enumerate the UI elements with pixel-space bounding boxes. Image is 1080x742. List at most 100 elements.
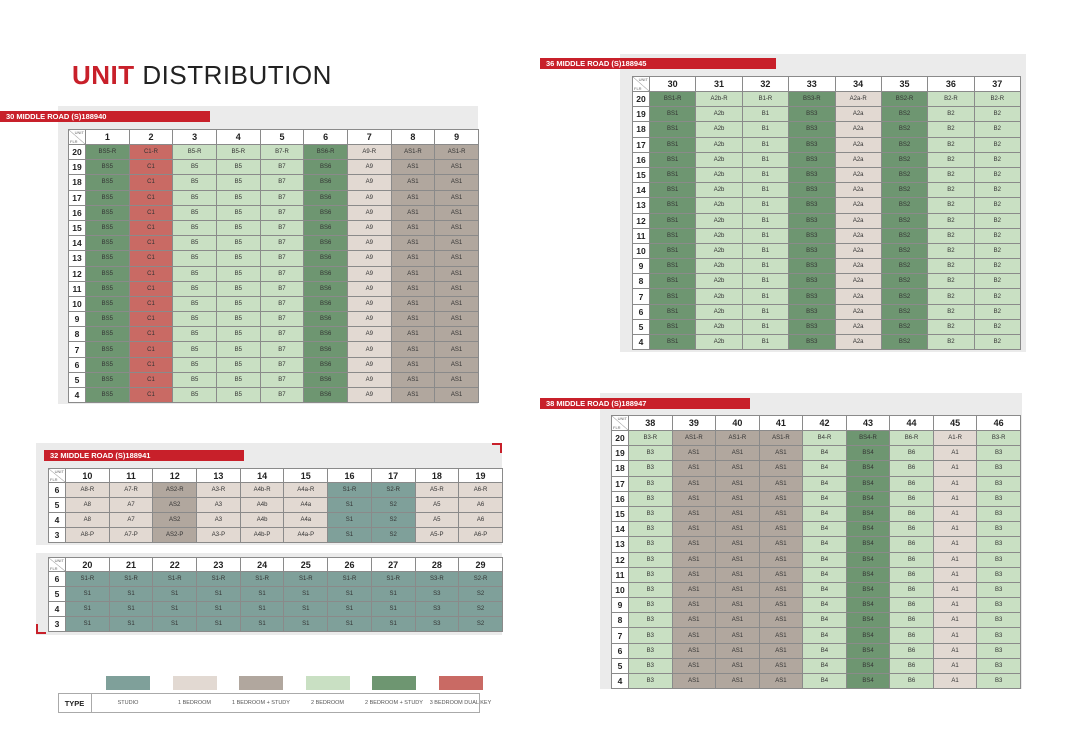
unit-type-cell: A5-R [414,482,460,498]
unit-type-cell: B4 [802,566,847,583]
unit-type-cell: AS1 [758,551,804,568]
block-label-30: 30 MIDDLE ROAD (S)188940 [0,111,210,122]
unit-type-cell: B6 [889,460,934,477]
unit-type-cell: BS5 [85,159,130,176]
page-title-bold: UNIT [72,60,135,90]
unit-type-cell: BS2 [880,121,929,138]
unit-type-cell: AS1 [434,295,479,313]
unit-type-cell: S1-R [370,571,416,587]
unit-type-cell: AS1 [715,460,760,477]
unit-type-cell: BS3 [788,212,836,229]
unit-type-cell: AS1-R [758,429,804,447]
unit-type-cell: B4 [802,642,847,659]
floor-number: 18 [68,174,86,191]
unit-type-cell: AS1 [671,612,717,629]
unit-type-cell: C1 [128,219,174,237]
unit-type-cell: S1-R [152,571,198,587]
floor-number: 8 [611,612,629,629]
unit-type-cell: S1-R [283,571,329,587]
unit-type-cell: C1 [128,235,174,252]
unit-type-cell: BS2 [880,136,929,153]
unit-type-cell: BS1 [648,136,697,153]
unit-type-cell: S1 [327,586,372,602]
unit-type-cell: B3 [628,597,673,614]
unit-type-cell: AS1 [390,219,436,237]
floor-number: 14 [632,182,650,199]
unit-type-cell: B5 [215,159,261,176]
unit-type-cell: A2b [695,106,743,123]
unit-number-header: 30 [648,76,697,92]
floor-number: 15 [632,166,650,184]
unit-type-cell: A2a [834,212,882,229]
unit-type-cell: A4b [239,512,285,528]
corner-unit-label: UNIT [74,130,84,136]
floor-row: 14 BS1 A2b B1 BS3 A2a BS2 B2 B2 [632,182,1022,199]
floor-row: 13 B3 AS1 AS1 AS1 B4 BS4 B6 A1 B3 [611,536,1021,553]
unit-type-cell: B3 [628,612,673,629]
unit-type-cell: AS1 [390,235,436,252]
unit-type-cell: C1 [128,341,174,358]
floor-row: 9 BS5 C1 B5 B5 B7 BS6 A9 AS1 AS1 [68,311,479,328]
legend-swatch-3br [438,676,483,690]
unit-type-cell: B2 [973,151,1022,168]
floor-row: 11 B3 AS1 AS1 AS1 B4 BS4 B6 A1 B3 [611,566,1021,583]
unit-type-cell: BS1 [648,258,697,275]
unit-type-cell: A1-R [932,429,978,447]
unit-type-cell: B2 [927,273,975,290]
unit-type-cell: A2b [695,227,743,244]
unit-type-cell: B5 [172,159,217,176]
unit-type-cell: S1 [283,616,329,632]
unit-type-cell: S2-R [458,571,503,587]
floor-row: 19 B3 AS1 AS1 AS1 B4 BS4 B6 A1 B3 [611,445,1021,462]
unit-type-cell: A1 [932,612,978,629]
floor-number: 6 [632,303,650,320]
unit-type-cell: BS1 [648,227,697,244]
unit-type-cell: BS3 [788,303,836,320]
unit-type-cell: AS1 [390,265,436,282]
unit-type-cell: AS1 [758,597,804,614]
unit-table-38-middle-road: UNIT FLR 38 39 40 41 42 43 44 45 46 20 B3-R AS1-R AS1-… [611,415,1021,690]
unit-type-cell: AS1 [390,295,436,313]
floor-row: 17 BS5 C1 B5 B5 B7 BS6 A9 AS1 AS1 [68,189,479,206]
unit-type-cell: BS5 [85,371,130,389]
unit-type-cell: A9-R [346,143,392,161]
unit-type-cell: BS3 [788,166,836,184]
unit-type-cell: BS5 [85,174,130,191]
floor-row: 16 B3 AS1 AS1 AS1 B4 BS4 B6 A1 B3 [611,490,1021,507]
unit-type-cell: A2b-R [695,90,743,108]
unit-type-cell: BS3 [788,242,836,260]
floor-number: 11 [68,280,86,297]
unit-type-cell: B5 [215,189,261,206]
unit-number-header: 43 [845,415,891,431]
unit-type-cell: B2 [927,151,975,168]
floor-row: 5 BS5 C1 B5 B5 B7 BS6 A9 AS1 AS1 [68,371,479,389]
unit-type-cell: BS4 [845,475,891,492]
floor-number: 16 [611,490,629,507]
floor-row: 10 BS5 C1 B5 B5 B7 BS6 A9 AS1 AS1 [68,295,479,313]
unit-type-cell: A9 [346,386,392,404]
floor-number: 6 [48,571,66,587]
unit-type-cell: B7 [259,204,305,221]
unit-type-cell: A5 [414,497,460,513]
unit-number-header: 23 [196,557,241,572]
floor-row: 5 BS1 A2b B1 BS3 A2a BS2 B2 B2 [632,318,1022,336]
unit-type-cell: B3 [628,566,673,583]
unit-type-cell: C1 [128,265,174,282]
unit-type-cell: BS1 [648,166,697,184]
unit-type-cell: B3 [976,505,1021,523]
unit-type-cell: AS1 [390,280,436,297]
unit-type-cell: B5-R [172,143,217,161]
unit-type-cell: B3 [976,566,1021,583]
unit-type-cell: A5-P [414,527,460,543]
unit-type-cell: A7 [108,497,154,513]
block-label-36: 36 MIDDLE ROAD (S)188945 [540,58,776,69]
unit-type-cell: A2b [695,318,743,336]
unit-type-cell: B3 [976,551,1021,568]
floor-number: 4 [48,601,66,617]
unit-type-cell: B7 [259,265,305,282]
unit-type-cell: B3 [976,581,1021,599]
unit-number-header: 33 [788,76,836,92]
unit-number-header: 27 [370,557,416,572]
unit-type-cell: BS6 [303,341,348,358]
unit-type-cell: B5 [215,386,261,404]
